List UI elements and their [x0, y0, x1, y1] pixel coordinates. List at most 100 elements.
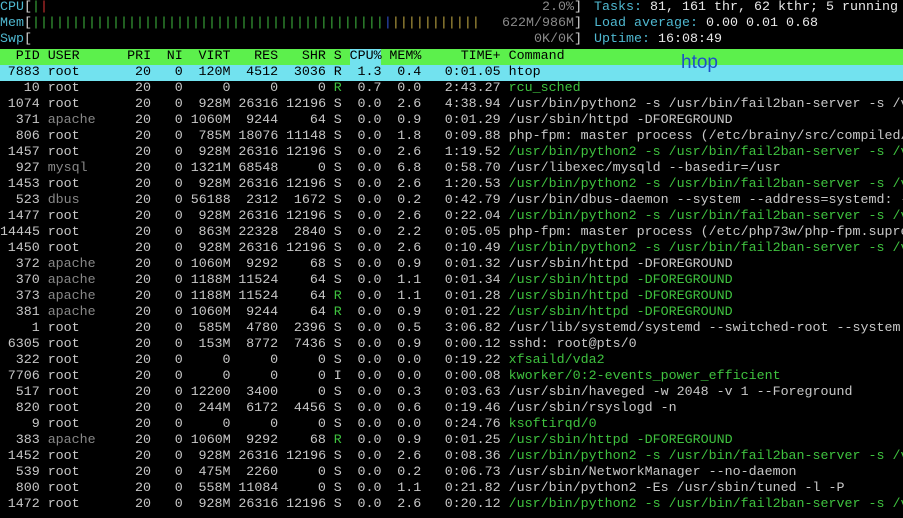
- process-list[interactable]: 7883 root 20 0 120M 4512 3036 R 1.3 0.4 0:01.05 hto…: [0, 65, 903, 513]
- process-priority: 20: [135, 177, 152, 192]
- spacer: [230, 65, 238, 81]
- process-mem-percent: 2.6: [397, 145, 422, 160]
- process-row[interactable]: 372 apache 20 0 1060M 9292 68 S 0.0 0.9 0:01.32/us…: [0, 257, 903, 273]
- process-command: kworker/0:2-events_power_efficient: [508, 369, 781, 384]
- process-row[interactable]: 7706 root 20 0 0 0 0 I 0.0 0.0 0:00.08 kworker/0:2-…: [0, 369, 903, 385]
- process-row[interactable]: 1 root 20 0 585M 4780 2396 S 0.0 0.5 3:06.82/usr/l…: [0, 321, 903, 337]
- process-row[interactable]: 1453 root 20 0 928M 26316 12196 S 0.0 2.6 1:20.53 /…: [0, 177, 903, 193]
- spacer: [230, 321, 238, 337]
- spacer: [183, 113, 191, 129]
- process-priority: 20: [135, 481, 152, 496]
- spacer: [151, 129, 159, 145]
- meter-segment-red: |: [40, 0, 48, 15]
- spacer: [151, 177, 159, 193]
- column-header-shr[interactable]: SHR: [301, 49, 326, 64]
- column-header-priority[interactable]: PRI: [127, 49, 152, 64]
- process-time: 0:06.73: [444, 465, 501, 480]
- spacer: [119, 177, 127, 193]
- process-row[interactable]: 10 root 20 0 0 0 0 R 0.7 0.0 2:43.27 rcu_sched: [0, 81, 903, 97]
- process-user: root: [47, 401, 80, 416]
- spacer: [151, 449, 159, 465]
- process-virt: 153M: [198, 337, 231, 352]
- spacer: [230, 97, 238, 113]
- process-row-selected[interactable]: 7883 root 20 0 120M 4512 3036 R 1.3 0.4 0:01.05 hto…: [0, 65, 903, 81]
- process-user: apache: [47, 113, 96, 128]
- process-virt: 928M: [198, 209, 231, 224]
- process-row[interactable]: 383 apache 20 0 1060M 9292 68 R 0.0 0.9 0:01.25/us…: [0, 433, 903, 449]
- spacer: [501, 49, 509, 65]
- process-row[interactable]: 9 root 20 0 0 0 0 S 0.0 0.0 0:24.76 ksoftirqd/0: [0, 417, 903, 433]
- process-row[interactable]: 806 root 20 0 785M 18076 11148 S 0.0 1.8 0:09.88 ph…: [0, 129, 903, 145]
- process-row[interactable]: 820 root 20 0 244M 6172 4456 S 0.0 0.6 0:19.46/usr…: [0, 401, 903, 417]
- spacer: [342, 241, 350, 257]
- column-header-state[interactable]: S: [333, 49, 342, 64]
- process-user: root: [47, 417, 80, 432]
- process-row[interactable]: 381 apache 20 0 1060M 9244 64 R 0.0 0.9 0:01.22/us…: [0, 305, 903, 321]
- process-row[interactable]: 539 root 20 0 475M 2260 0 S 0.0 0.2 0:06.73/usr/sb…: [0, 465, 903, 481]
- process-row[interactable]: 1457 root 20 0 928M 26316 12196 S 0.0 2.6 1:19.52 /…: [0, 145, 903, 161]
- process-res: 18076: [238, 129, 279, 144]
- spacer: [183, 417, 191, 433]
- process-row[interactable]: 1450 root 20 0 928M 26316 12196 S 0.0 2.6 0:10.49 /…: [0, 241, 903, 257]
- process-state: S: [333, 113, 342, 128]
- cpu-meter-bar: ||: [32, 0, 48, 15]
- process-row[interactable]: 370 apache 20 0 1188M 11524 64 S 0.0 1.1 0:01.34/u…: [0, 273, 903, 289]
- process-row[interactable]: 371 apache 20 0 1060M 9244 64 S 0.0 0.9 0:01.29/us…: [0, 113, 903, 129]
- column-header-pid[interactable]: PID: [15, 49, 40, 64]
- spacer: [151, 289, 159, 305]
- process-row[interactable]: 1477 root 20 0 928M 26316 12196 S 0.0 2.6 0:22.04 /…: [0, 209, 903, 225]
- column-header-nice[interactable]: NI: [166, 49, 183, 64]
- process-shr: 0: [317, 385, 326, 400]
- spacer: [278, 129, 286, 145]
- process-row[interactable]: 927 mysql 20 0 1321M 68548 0 S 0.0 6.8 0:58.70/usr…: [0, 161, 903, 177]
- process-virt: 928M: [198, 97, 231, 112]
- spacer: [151, 49, 159, 65]
- spacer: [501, 305, 509, 321]
- process-row[interactable]: 373 apache 20 0 1188M 11524 64 R 0.0 1.1 0:01.28/u…: [0, 289, 903, 305]
- spacer: [342, 497, 350, 513]
- column-header-res[interactable]: RES: [254, 49, 279, 64]
- process-row[interactable]: 1074 root 20 0 928M 26316 12196 S 0.0 2.6 4:38.94 /…: [0, 97, 903, 113]
- process-row[interactable]: 1452 root 20 0 928M 26316 12196 S 0.0 2.6 0:08.36 /…: [0, 449, 903, 465]
- spacer: [230, 81, 238, 97]
- process-priority: 20: [135, 81, 152, 96]
- process-shr: 7436: [293, 337, 326, 352]
- spacer: [421, 209, 429, 225]
- process-row[interactable]: 1472 root 20 0 928M 26316 12196 S 0.0 2.6 0:20.12 /…: [0, 497, 903, 513]
- process-shr: 64: [309, 289, 326, 304]
- process-row[interactable]: 517 root 20 0 12200 3400 0 S 0.0 0.3 0:03.63/usr/s…: [0, 385, 903, 401]
- process-time: 0:01.28: [444, 289, 501, 304]
- spacer: [119, 433, 127, 449]
- process-state: S: [333, 337, 342, 352]
- meters-panel: CPU[|| 2.0%] Mem[||||||||||||||||||||||||…: [0, 0, 590, 48]
- spacer: [119, 81, 127, 97]
- process-row[interactable]: 800 root 20 0 558M 11084 0 S 0.0 1.1 0:21.82/usr/b…: [0, 481, 903, 497]
- process-row[interactable]: 322 root 20 0 0 0 0 S 0.0 0.0 0:19.22 xfsaild/vda2: [0, 353, 903, 369]
- process-pid: 1450: [7, 241, 40, 256]
- spacer: [183, 65, 191, 81]
- column-header-time[interactable]: TIME+: [460, 49, 501, 64]
- spacer: [326, 177, 334, 193]
- process-command: rcu_sched: [508, 81, 581, 96]
- spacer: [381, 385, 389, 401]
- spacer: [421, 353, 429, 369]
- spacer: [278, 81, 286, 97]
- spacer: [40, 129, 48, 145]
- spacer: [501, 433, 509, 449]
- process-cpu-percent: 0.0: [357, 433, 382, 448]
- process-row[interactable]: 14445 root 20 0 863M 22328 2840 S 0.0 2.2 0:05.05 p…: [0, 225, 903, 241]
- column-header-cpu-percent[interactable]: CPU%: [349, 49, 382, 65]
- column-header-mem-percent[interactable]: MEM%: [389, 49, 422, 64]
- column-header-user[interactable]: USER: [47, 49, 80, 64]
- process-row[interactable]: 523 dbus 20 0 56188 2312 1672 S 0.0 0.2 0:42.79/us…: [0, 193, 903, 209]
- swap-meter-label: Swp: [0, 32, 24, 47]
- spacer: [230, 289, 238, 305]
- column-header-virt[interactable]: VIRT: [198, 49, 231, 64]
- process-nice: 0: [174, 129, 183, 144]
- process-res: 26316: [238, 177, 279, 192]
- process-shr: 0: [317, 81, 326, 96]
- process-row[interactable]: 6305 root 20 0 153M 8772 7436 S 0.0 0.9 0:00.12 ssh…: [0, 337, 903, 353]
- spacer: [40, 465, 48, 481]
- column-header-command[interactable]: Command: [508, 49, 565, 64]
- spacer: [151, 81, 159, 97]
